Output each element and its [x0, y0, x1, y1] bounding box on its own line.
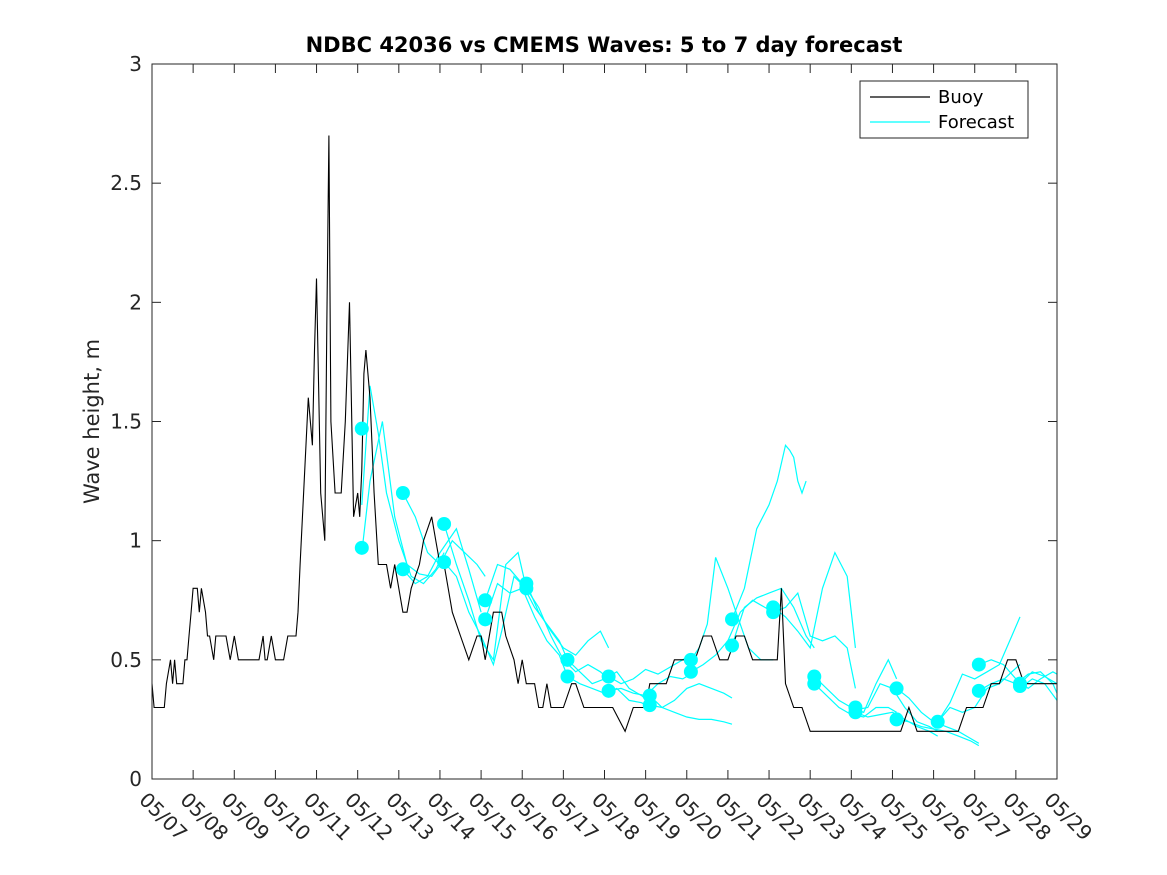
forecast-marker-32 — [1012, 679, 1027, 694]
forecast-line-28 — [937, 616, 1021, 723]
forecast-line-14 — [649, 695, 733, 725]
forecast-marker-19 — [725, 638, 740, 653]
forecast-line-12 — [608, 654, 692, 685]
y-axis-label: Wave height, m — [80, 339, 104, 504]
y-tick-label-0: 0 — [129, 767, 142, 791]
forecast-marker-11 — [560, 669, 575, 684]
forecast-line-15 — [649, 683, 733, 709]
forecast-marker-15 — [642, 698, 657, 713]
forecast-line-7 — [484, 582, 569, 677]
buoy-line — [151, 135, 1057, 733]
chart-title: NDBC 42036 vs CMEMS Waves: 5 to 7 day fo… — [306, 33, 903, 57]
forecast-marker-30 — [971, 683, 986, 698]
forecast-marker-7 — [478, 612, 493, 627]
legend-label-buoy: Buoy — [938, 87, 984, 108]
data-layer — [151, 135, 1058, 747]
y-tick-label-2: 1 — [129, 529, 142, 553]
forecast-marker-25 — [848, 705, 863, 720]
forecast-marker-16 — [683, 652, 698, 667]
forecast-marker-4 — [437, 516, 452, 531]
forecast-marker-1 — [354, 540, 369, 555]
forecast-line-19 — [731, 587, 815, 649]
forecast-marker-29 — [971, 657, 986, 672]
forecast-line-1 — [361, 421, 445, 578]
forecast-line-32 — [1019, 671, 1058, 685]
forecast-marker-23 — [807, 676, 822, 691]
forecast-line-17 — [690, 599, 774, 673]
forecast-marker-2 — [395, 486, 410, 500]
legend: Buoy Forecast — [859, 80, 1029, 139]
x-tick-label-22: 05/29 — [1039, 788, 1097, 846]
forecast-marker-28 — [930, 714, 945, 729]
forecast-marker-9 — [519, 581, 534, 596]
forecast-line-24 — [855, 682, 938, 732]
forecast-marker-17 — [683, 664, 698, 679]
forecast-marker-27 — [889, 712, 904, 727]
forecast-line-18 — [731, 444, 807, 620]
y-tick-label-3: 1.5 — [110, 410, 142, 434]
forecast-line-29 — [937, 664, 1021, 723]
forecast-line-6 — [484, 563, 569, 661]
forecast-marker-6 — [478, 593, 493, 608]
legend-box — [859, 80, 1029, 139]
forecast-marker-21 — [766, 605, 781, 620]
forecast-marker-0 — [354, 421, 369, 436]
y-tick-label-5: 2.5 — [110, 171, 142, 195]
forecast-marker-5 — [437, 555, 452, 570]
forecast-marker-18 — [725, 612, 740, 627]
forecast-marker-13 — [601, 683, 616, 698]
y-tick-label-6: 3 — [129, 52, 142, 76]
forecast-marker-3 — [395, 562, 410, 577]
plot-area — [152, 64, 1057, 779]
forecast-line-3 — [402, 527, 482, 613]
forecast-marker-26 — [889, 681, 904, 696]
forecast-line-2 — [402, 492, 486, 577]
forecast-marker-12 — [601, 669, 616, 684]
legend-label-forecast: Forecast — [938, 112, 1014, 133]
y-tick-label-4: 2 — [129, 290, 142, 314]
forecast-line-21 — [772, 591, 856, 689]
forecast-line-20 — [772, 551, 856, 650]
y-tick-label-1: 0.5 — [110, 648, 142, 672]
forecast-line-8 — [525, 583, 610, 656]
forecast-marker-10 — [560, 652, 575, 667]
forecast-line-27 — [896, 718, 980, 747]
forecast-line-0 — [361, 385, 445, 585]
